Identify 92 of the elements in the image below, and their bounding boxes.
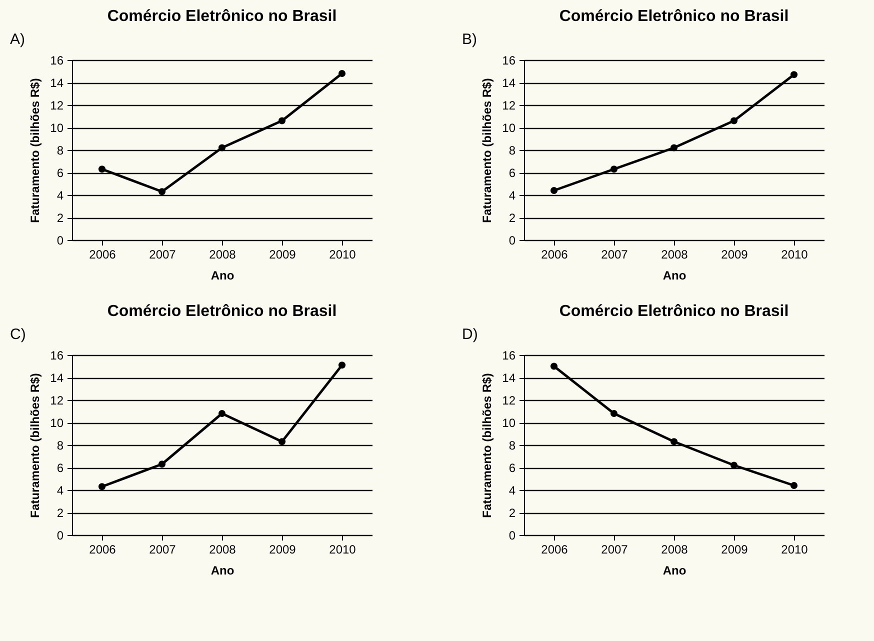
x-axis-title: Ano bbox=[210, 268, 234, 282]
point bbox=[610, 410, 618, 418]
point bbox=[670, 438, 678, 446]
x-tick-label: 2006 bbox=[89, 542, 116, 556]
x-tick-label: 2009 bbox=[269, 248, 296, 262]
y-tick-label: 12 bbox=[502, 394, 516, 408]
y-tick-label: 8 bbox=[56, 438, 64, 452]
chart-title: Comércio Eletrônico no Brasil bbox=[559, 8, 789, 25]
x-tick-label: 2006 bbox=[89, 248, 116, 262]
y-tick-label: 14 bbox=[502, 76, 516, 90]
y-tick-label: 10 bbox=[502, 121, 516, 135]
text: B) bbox=[462, 31, 478, 48]
chart-title: Comércio Eletrônico no Brasil bbox=[107, 8, 337, 25]
x-axis-title: Ano bbox=[210, 564, 234, 578]
y-tick-label: 0 bbox=[56, 528, 64, 542]
x-tick-label: 2008 bbox=[661, 542, 688, 556]
x-tick-label: 2008 bbox=[209, 248, 236, 262]
y-axis-title: Faturamento (bilhões R$) bbox=[28, 373, 42, 518]
point bbox=[730, 462, 738, 469]
y-tick-label: 2 bbox=[56, 211, 64, 225]
x-tick-label: 2006 bbox=[541, 542, 568, 556]
y-tick-label: 0 bbox=[56, 234, 64, 248]
point bbox=[218, 144, 226, 152]
y-tick-label: 2 bbox=[508, 211, 516, 225]
y-tick-label: 10 bbox=[502, 416, 516, 430]
x-tick-label: 2008 bbox=[209, 542, 236, 556]
point bbox=[610, 166, 618, 173]
point bbox=[278, 117, 286, 124]
y-tick-label: 14 bbox=[50, 371, 64, 385]
x-tick-label: 2007 bbox=[601, 248, 628, 262]
point bbox=[550, 186, 558, 194]
y-tick-label: 4 bbox=[56, 188, 64, 202]
x-tick-label: 2006 bbox=[541, 248, 568, 262]
point bbox=[158, 460, 166, 468]
point bbox=[98, 166, 106, 173]
x-tick-label: 2009 bbox=[721, 248, 748, 262]
y-tick-label: 12 bbox=[50, 394, 64, 408]
y-tick-label: 12 bbox=[502, 98, 516, 112]
y-tick-label: 16 bbox=[50, 54, 64, 68]
y-tick-label: 6 bbox=[508, 461, 516, 475]
y-tick-label: 8 bbox=[508, 438, 516, 452]
point bbox=[790, 71, 798, 78]
x-axis-title: Ano bbox=[662, 564, 686, 578]
y-axis-title: Faturamento (bilhões R$) bbox=[480, 373, 494, 518]
point bbox=[218, 410, 226, 418]
x-tick-label: 2007 bbox=[149, 542, 176, 556]
y-axis-title: Faturamento (bilhões R$) bbox=[28, 78, 42, 223]
point bbox=[338, 70, 346, 78]
y-tick-label: 2 bbox=[508, 506, 516, 520]
point bbox=[338, 362, 346, 369]
x-tick-label: 2009 bbox=[269, 542, 296, 556]
y-tick-label: 16 bbox=[502, 348, 516, 362]
y-tick-label: 2 bbox=[56, 506, 64, 520]
y-tick-label: 10 bbox=[50, 416, 64, 430]
x-tick-label: 2010 bbox=[781, 248, 808, 262]
point bbox=[98, 483, 106, 490]
y-tick-label: 14 bbox=[50, 76, 64, 90]
x-tick-label: 2007 bbox=[601, 542, 628, 556]
y-tick-label: 4 bbox=[508, 484, 516, 498]
x-tick-label: 2007 bbox=[149, 248, 176, 262]
x-tick-label: 2010 bbox=[329, 248, 356, 262]
x-axis-title: Ano bbox=[662, 268, 686, 282]
point bbox=[550, 362, 558, 370]
y-tick-label: 0 bbox=[508, 528, 516, 542]
y-tick-label: 8 bbox=[508, 144, 516, 158]
x-tick-label: 2008 bbox=[661, 248, 688, 262]
point bbox=[790, 482, 798, 490]
y-tick-label: 8 bbox=[56, 144, 64, 158]
point bbox=[730, 117, 738, 124]
x-tick-label: 2010 bbox=[329, 542, 356, 556]
y-tick-label: 16 bbox=[50, 348, 64, 362]
point bbox=[158, 188, 166, 196]
chart-title: Comércio Eletrônico no Brasil bbox=[107, 303, 337, 320]
y-tick-label: 4 bbox=[56, 484, 64, 498]
y-tick-label: 10 bbox=[50, 121, 64, 135]
y-tick-label: 16 bbox=[502, 54, 516, 68]
text: A) bbox=[10, 31, 26, 48]
y-tick-label: 14 bbox=[502, 371, 516, 385]
y-tick-label: 4 bbox=[508, 188, 516, 202]
x-tick-label: 2009 bbox=[721, 542, 748, 556]
point bbox=[670, 144, 678, 152]
y-tick-label: 6 bbox=[56, 166, 64, 180]
text: C) bbox=[10, 326, 26, 343]
point bbox=[278, 438, 286, 446]
y-tick-label: 0 bbox=[508, 234, 516, 248]
chart-title: Comércio Eletrônico no Brasil bbox=[559, 303, 789, 320]
y-tick-label: 6 bbox=[508, 166, 516, 180]
y-tick-label: 6 bbox=[56, 461, 64, 475]
y-axis-title: Faturamento (bilhões R$) bbox=[480, 78, 494, 223]
y-tick-label: 12 bbox=[50, 98, 64, 112]
text: D) bbox=[462, 326, 478, 343]
x-tick-label: 2010 bbox=[781, 542, 808, 556]
